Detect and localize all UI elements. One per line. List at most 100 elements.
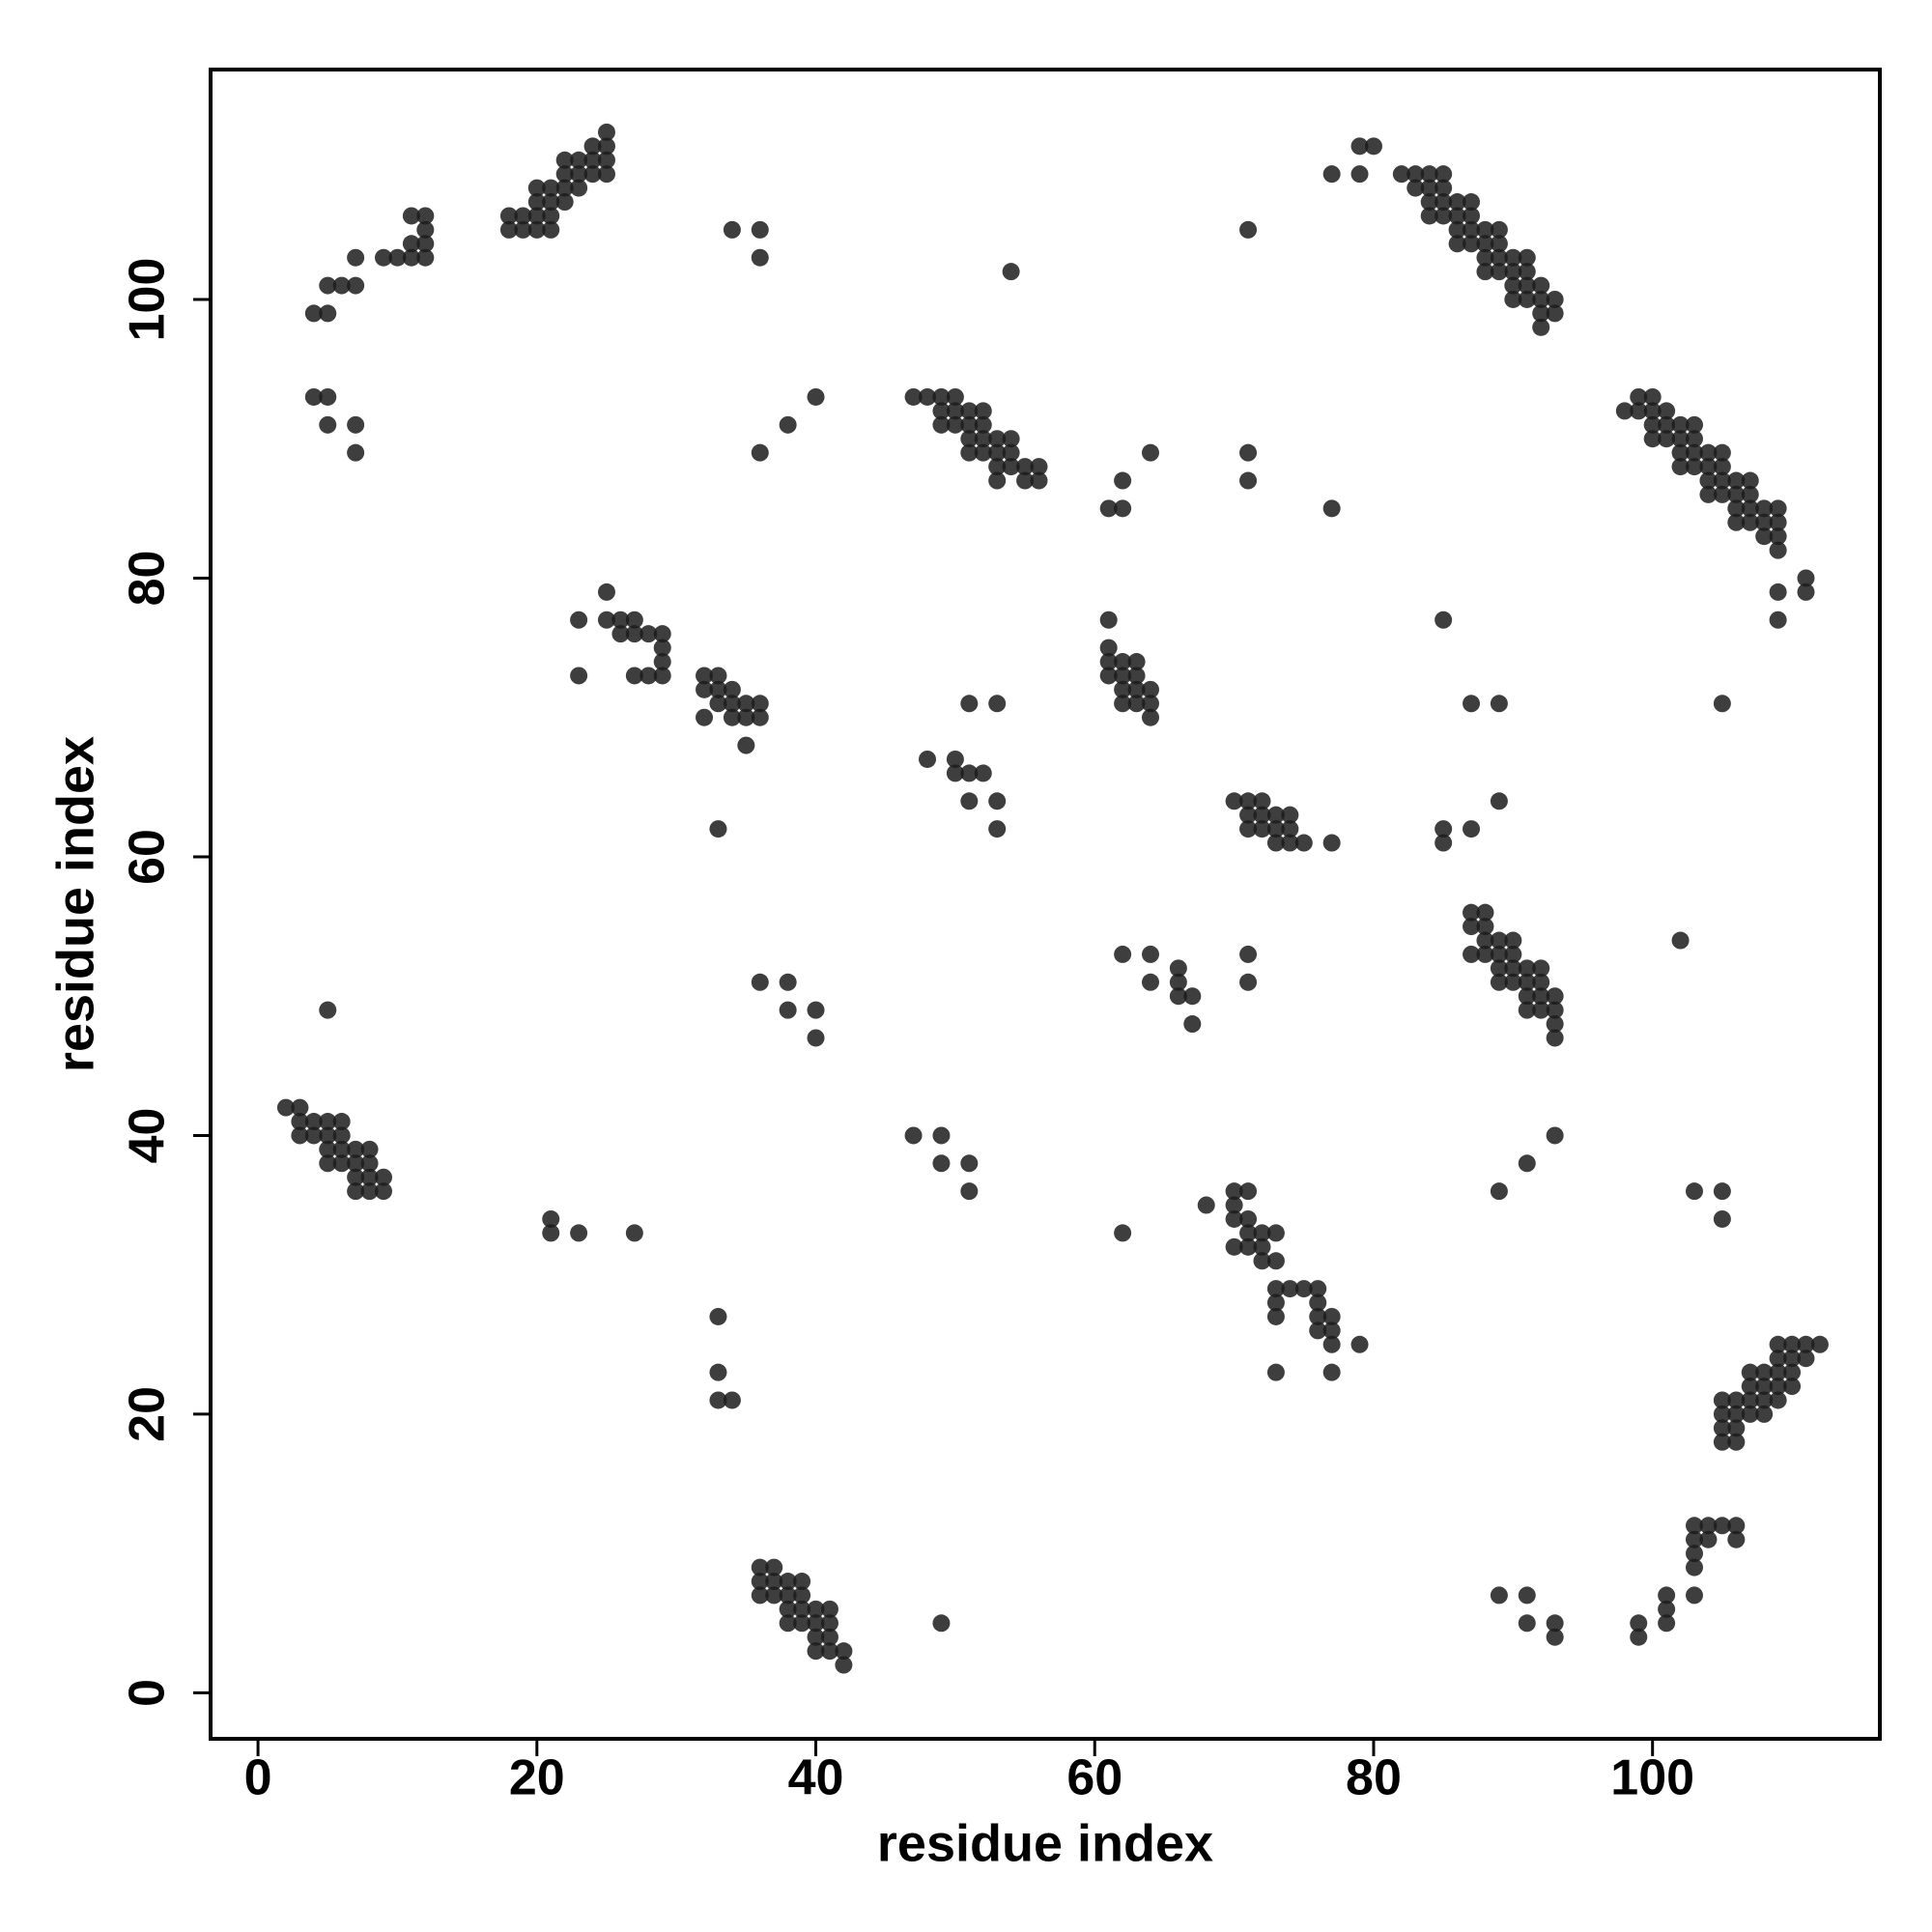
point	[570, 165, 588, 184]
point	[1699, 443, 1718, 462]
point	[653, 625, 671, 643]
point	[1266, 1280, 1285, 1298]
point	[611, 625, 630, 643]
point	[709, 695, 727, 713]
point	[1490, 959, 1508, 978]
point	[1741, 471, 1759, 490]
point	[1504, 945, 1522, 963]
point	[919, 387, 937, 406]
point	[1769, 582, 1787, 601]
point	[1713, 485, 1731, 503]
point	[779, 1001, 797, 1019]
point	[542, 193, 560, 212]
point	[319, 1113, 337, 1131]
point	[960, 402, 979, 420]
point	[1755, 1391, 1774, 1409]
point	[1281, 806, 1299, 824]
point	[625, 667, 643, 685]
point	[402, 248, 420, 267]
point	[1518, 959, 1536, 978]
point	[583, 137, 602, 156]
point	[1769, 541, 1787, 559]
point	[1504, 290, 1522, 308]
point	[960, 792, 979, 810]
point	[555, 151, 574, 169]
point	[1727, 513, 1746, 531]
point	[625, 611, 643, 629]
point	[1322, 834, 1341, 852]
point	[751, 1558, 769, 1577]
point	[1797, 582, 1815, 601]
point	[1114, 471, 1132, 490]
point	[1769, 1378, 1787, 1396]
point	[1504, 931, 1522, 950]
point	[1490, 792, 1508, 810]
point	[1322, 1307, 1341, 1325]
point	[1727, 1391, 1746, 1409]
point	[709, 1307, 727, 1325]
point	[1420, 179, 1438, 197]
point	[1448, 207, 1466, 225]
point	[611, 611, 630, 629]
point	[625, 625, 643, 643]
x-tick-label: 60	[1066, 1750, 1122, 1806]
point	[988, 820, 1007, 838]
x-tick-label: 0	[244, 1750, 272, 1806]
point	[1114, 499, 1132, 518]
point	[1114, 945, 1132, 963]
point	[555, 193, 574, 212]
point	[1225, 792, 1243, 810]
point	[1769, 1391, 1787, 1409]
point	[1114, 653, 1132, 671]
point	[1490, 931, 1508, 950]
point	[570, 179, 588, 197]
point	[751, 695, 769, 713]
point	[639, 667, 658, 685]
point	[1099, 667, 1118, 685]
point	[1671, 458, 1690, 476]
point	[1225, 1196, 1243, 1214]
point	[1476, 220, 1494, 239]
point	[360, 1182, 379, 1201]
point	[1002, 263, 1020, 281]
point	[1463, 945, 1481, 963]
point	[793, 1614, 811, 1633]
point	[1350, 137, 1369, 156]
point	[653, 653, 671, 671]
point	[1322, 1363, 1341, 1381]
point	[1658, 430, 1676, 448]
point	[1239, 220, 1258, 239]
point	[1266, 834, 1285, 852]
point	[1463, 193, 1481, 212]
point	[597, 611, 615, 629]
point	[765, 1586, 783, 1605]
point	[696, 680, 714, 698]
point	[1266, 1363, 1285, 1381]
point	[988, 430, 1007, 448]
point	[1435, 193, 1453, 212]
point	[597, 582, 615, 601]
point	[960, 415, 979, 434]
point	[1266, 1224, 1285, 1242]
point	[1769, 513, 1787, 531]
point	[1420, 207, 1438, 225]
point	[319, 1126, 337, 1145]
point	[1294, 1280, 1313, 1298]
point	[1727, 485, 1746, 503]
point	[527, 220, 546, 239]
point	[1797, 1335, 1815, 1353]
point	[765, 1558, 783, 1577]
point	[1546, 304, 1564, 323]
point	[1769, 499, 1787, 518]
point	[1448, 235, 1466, 253]
point	[1713, 1182, 1731, 1201]
point	[1518, 290, 1536, 308]
point	[625, 1224, 643, 1242]
point	[751, 443, 769, 462]
point	[332, 1154, 351, 1173]
point	[1518, 1614, 1536, 1633]
point	[1002, 458, 1020, 476]
point	[1309, 1321, 1327, 1340]
point	[1183, 1015, 1202, 1034]
point	[1435, 207, 1453, 225]
